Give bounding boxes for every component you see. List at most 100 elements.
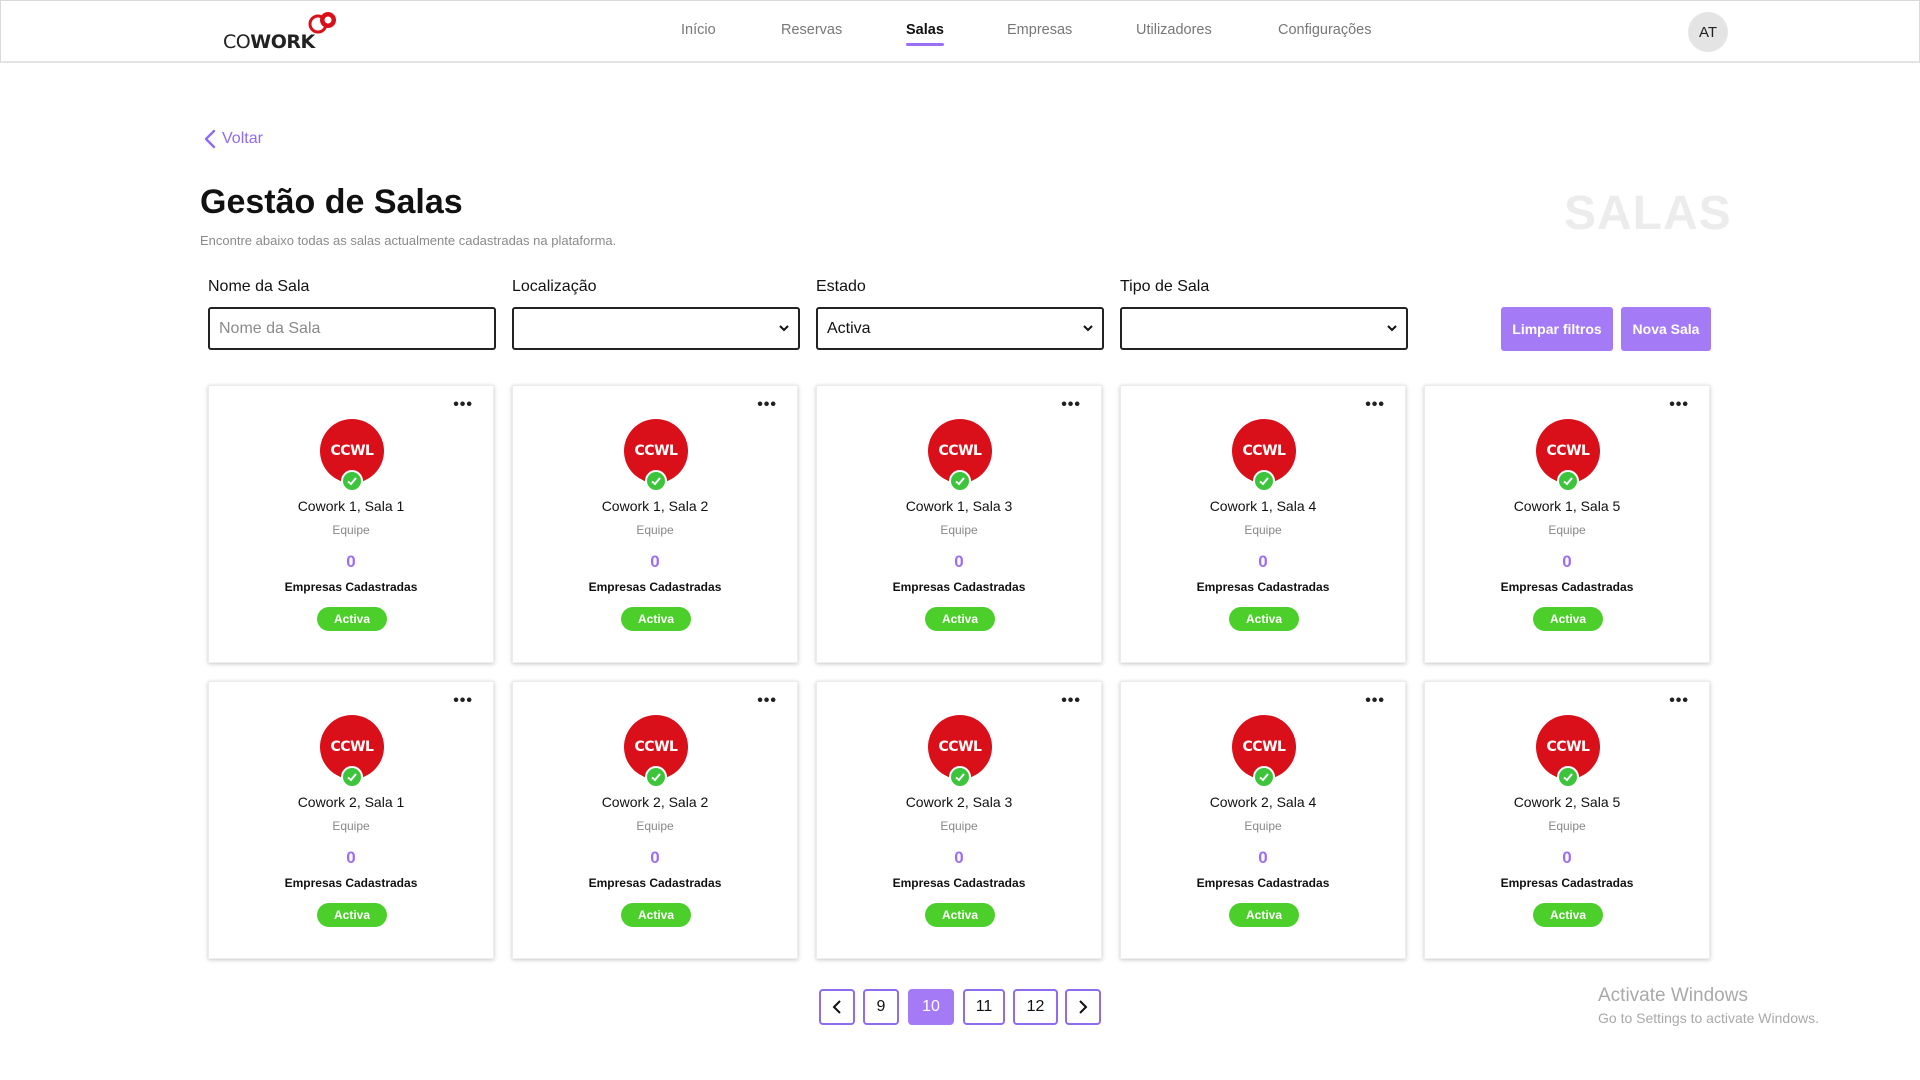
- more-options-icon[interactable]: •••: [453, 692, 473, 709]
- room-card[interactable]: ••• CCWL Cowork 1, Sala 5 Equipe 0 Empresas C…: [1424, 385, 1710, 663]
- status-badge: Activa: [621, 607, 691, 631]
- nav-item-configuracoes[interactable]: Configurações: [1278, 22, 1372, 38]
- chevron-down-icon: [779, 325, 789, 332]
- room-name: Cowork 1, Sala 3: [905, 498, 1013, 514]
- location-select[interactable]: [512, 307, 800, 350]
- room-card[interactable]: ••• CCWL Cowork 1, Sala 4 Equipe 0 Empresas C…: [1120, 385, 1406, 663]
- room-name: Cowork 2, Sala 5: [1513, 794, 1621, 810]
- companies-count: 0: [346, 552, 356, 571]
- companies-count: 0: [1562, 848, 1572, 867]
- room-type: Equipe: [940, 523, 978, 537]
- verified-check-icon: [1557, 470, 1579, 492]
- verified-check-icon: [949, 766, 971, 788]
- companies-count: 0: [954, 848, 964, 867]
- more-options-icon[interactable]: •••: [1669, 396, 1689, 413]
- nav-item-utilizadores[interactable]: Utilizadores: [1136, 22, 1212, 38]
- more-options-icon[interactable]: •••: [757, 396, 777, 413]
- companies-count-label: Empresas Cadastradas: [892, 580, 1026, 594]
- nav-item-empresas[interactable]: Empresas: [1007, 22, 1073, 38]
- windows-activation-subtitle: Go to Settings to activate Windows.: [1598, 1010, 1819, 1026]
- room-type: Equipe: [1548, 819, 1586, 833]
- room-card[interactable]: ••• CCWL Cowork 1, Sala 3 Equipe 0 Empresas C…: [816, 385, 1102, 663]
- cowork-lab-logo[interactable]: COWORK: [223, 11, 338, 55]
- room-card[interactable]: ••• CCWL Cowork 2, Sala 3 Equipe 0 Empresas C…: [816, 681, 1102, 959]
- room-card[interactable]: ••• CCWL Cowork 1, Sala 2 Equipe 0 Empresas C…: [512, 385, 798, 663]
- room-type: Equipe: [636, 819, 674, 833]
- nav-item-inicio[interactable]: Início: [681, 22, 716, 38]
- room-card[interactable]: ••• CCWL Cowork 2, Sala 2 Equipe 0 Empresas C…: [512, 681, 798, 959]
- room-name: Cowork 2, Sala 1: [297, 794, 405, 810]
- room-card[interactable]: ••• CCWL Cowork 2, Sala 4 Equipe 0 Empresas C…: [1120, 681, 1406, 959]
- room-name: Cowork 2, Sala 3: [905, 794, 1013, 810]
- room-type: Equipe: [636, 523, 674, 537]
- active-nav-indicator: [906, 43, 944, 46]
- chevron-left-icon: [204, 129, 216, 149]
- pagination-page[interactable]: 12: [1013, 989, 1058, 1025]
- status-select-value: Activa: [827, 319, 871, 337]
- chevron-left-icon: [832, 1000, 841, 1014]
- pagination-prev-button[interactable]: [819, 989, 855, 1025]
- chevron-down-icon: [1387, 325, 1397, 332]
- room-type: Equipe: [332, 523, 370, 537]
- room-name: Cowork 1, Sala 4: [1209, 498, 1317, 514]
- room-type-select[interactable]: [1120, 307, 1408, 350]
- verified-check-icon: [1253, 470, 1275, 492]
- status-badge: Activa: [1229, 903, 1299, 927]
- verified-check-icon: [1253, 766, 1275, 788]
- status-select[interactable]: Activa: [816, 307, 1104, 350]
- status-badge: Activa: [925, 607, 995, 631]
- room-name: Cowork 2, Sala 4: [1209, 794, 1317, 810]
- back-link[interactable]: Voltar: [204, 129, 263, 149]
- companies-count: 0: [1258, 552, 1268, 571]
- verified-check-icon: [645, 766, 667, 788]
- pagination-page[interactable]: 9: [863, 989, 899, 1025]
- chevron-right-icon: [1079, 1000, 1088, 1014]
- room-name-input[interactable]: Nome da Sala: [208, 307, 496, 350]
- companies-count: 0: [954, 552, 964, 571]
- room-type: Equipe: [1244, 819, 1282, 833]
- filter-status-label: Estado: [816, 278, 866, 295]
- status-badge: Activa: [317, 607, 387, 631]
- nav-item-reservas[interactable]: Reservas: [781, 22, 843, 38]
- companies-count: 0: [650, 552, 660, 571]
- status-badge: Activa: [317, 903, 387, 927]
- room-card[interactable]: ••• CCWL Cowork 1, Sala 1 Equipe 0 Empresas C…: [208, 385, 494, 663]
- page-subtitle: Encontre abaixo todas as salas actualmen…: [200, 233, 617, 248]
- new-room-button[interactable]: Nova Sala: [1621, 307, 1711, 351]
- more-options-icon[interactable]: •••: [1365, 692, 1385, 709]
- more-options-icon[interactable]: •••: [1061, 692, 1081, 709]
- verified-check-icon: [341, 470, 363, 492]
- companies-count-label: Empresas Cadastradas: [1196, 876, 1330, 890]
- companies-count-label: Empresas Cadastradas: [588, 876, 722, 890]
- more-options-icon[interactable]: •••: [757, 692, 777, 709]
- main-nav: Início Reservas Salas Empresas Utilizado…: [1, 1, 1920, 62]
- room-card[interactable]: ••• CCWL Cowork 2, Sala 5 Equipe 0 Empresas C…: [1424, 681, 1710, 959]
- room-logo: CCWL: [928, 715, 992, 779]
- companies-count: 0: [346, 848, 356, 867]
- room-type: Equipe: [332, 819, 370, 833]
- room-name: Cowork 2, Sala 2: [601, 794, 709, 810]
- room-logo: CCWL: [624, 419, 688, 483]
- verified-check-icon: [341, 766, 363, 788]
- companies-count: 0: [1562, 552, 1572, 571]
- more-options-icon[interactable]: •••: [1669, 692, 1689, 709]
- status-badge: Activa: [925, 903, 995, 927]
- more-options-icon[interactable]: •••: [1365, 396, 1385, 413]
- pagination-page-current[interactable]: 10: [908, 989, 954, 1025]
- clear-filters-button[interactable]: Limpar filtros: [1501, 307, 1613, 351]
- verified-check-icon: [645, 470, 667, 492]
- companies-count-label: Empresas Cadastradas: [892, 876, 1026, 890]
- companies-count: 0: [650, 848, 660, 867]
- companies-count-label: Empresas Cadastradas: [1196, 580, 1330, 594]
- companies-count-label: Empresas Cadastradas: [284, 580, 418, 594]
- nav-item-salas[interactable]: Salas: [906, 22, 944, 38]
- more-options-icon[interactable]: •••: [453, 396, 473, 413]
- user-avatar[interactable]: AT: [1688, 12, 1728, 52]
- more-options-icon[interactable]: •••: [1061, 396, 1081, 413]
- verified-check-icon: [1557, 766, 1579, 788]
- pagination-next-button[interactable]: [1065, 989, 1101, 1025]
- status-badge: Activa: [1229, 607, 1299, 631]
- pagination-page[interactable]: 11: [963, 989, 1005, 1025]
- room-card[interactable]: ••• CCWL Cowork 2, Sala 1 Equipe 0 Empresas C…: [208, 681, 494, 959]
- verified-check-icon: [949, 470, 971, 492]
